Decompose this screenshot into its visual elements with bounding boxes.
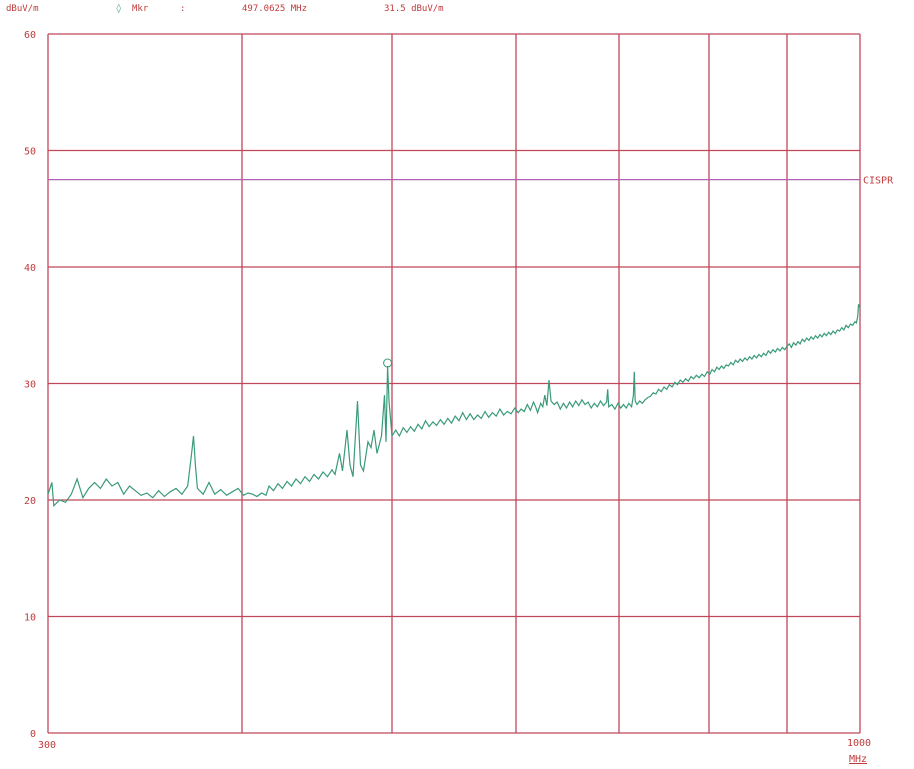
x-tick-label: 300 [38, 740, 56, 751]
marker-label: Mkr [132, 4, 149, 14]
y-tick-label: 20 [24, 496, 36, 507]
header-unit: dBuV/m [6, 4, 39, 14]
y-tick-label: 0 [30, 729, 36, 740]
y-tick-label: 40 [24, 263, 36, 274]
axis-labels: 0 10 20 30 40 50 60 300 1000 MHz [24, 30, 871, 765]
x-tick-label: 1000 [847, 738, 871, 749]
y-tick-label: 30 [24, 380, 36, 391]
x-axis-label: MHz [849, 754, 867, 765]
y-tick-label: 60 [24, 30, 36, 41]
limit-line-group: CISPR [48, 176, 894, 187]
marker-level: 31.5 dBuV/m [384, 4, 444, 14]
grid [47, 33, 861, 734]
trace-group [47, 304, 861, 508]
marker-point [383, 358, 393, 368]
trace-line [47, 304, 861, 508]
limit-line-label: CISPR [863, 176, 894, 187]
y-tick-label: 10 [24, 613, 36, 624]
y-tick-label: 50 [24, 147, 36, 158]
marker-separator: : [180, 4, 186, 14]
marker-frequency: 497.0625 MHz [242, 4, 308, 14]
marker-symbol: ◊ [116, 4, 122, 14]
